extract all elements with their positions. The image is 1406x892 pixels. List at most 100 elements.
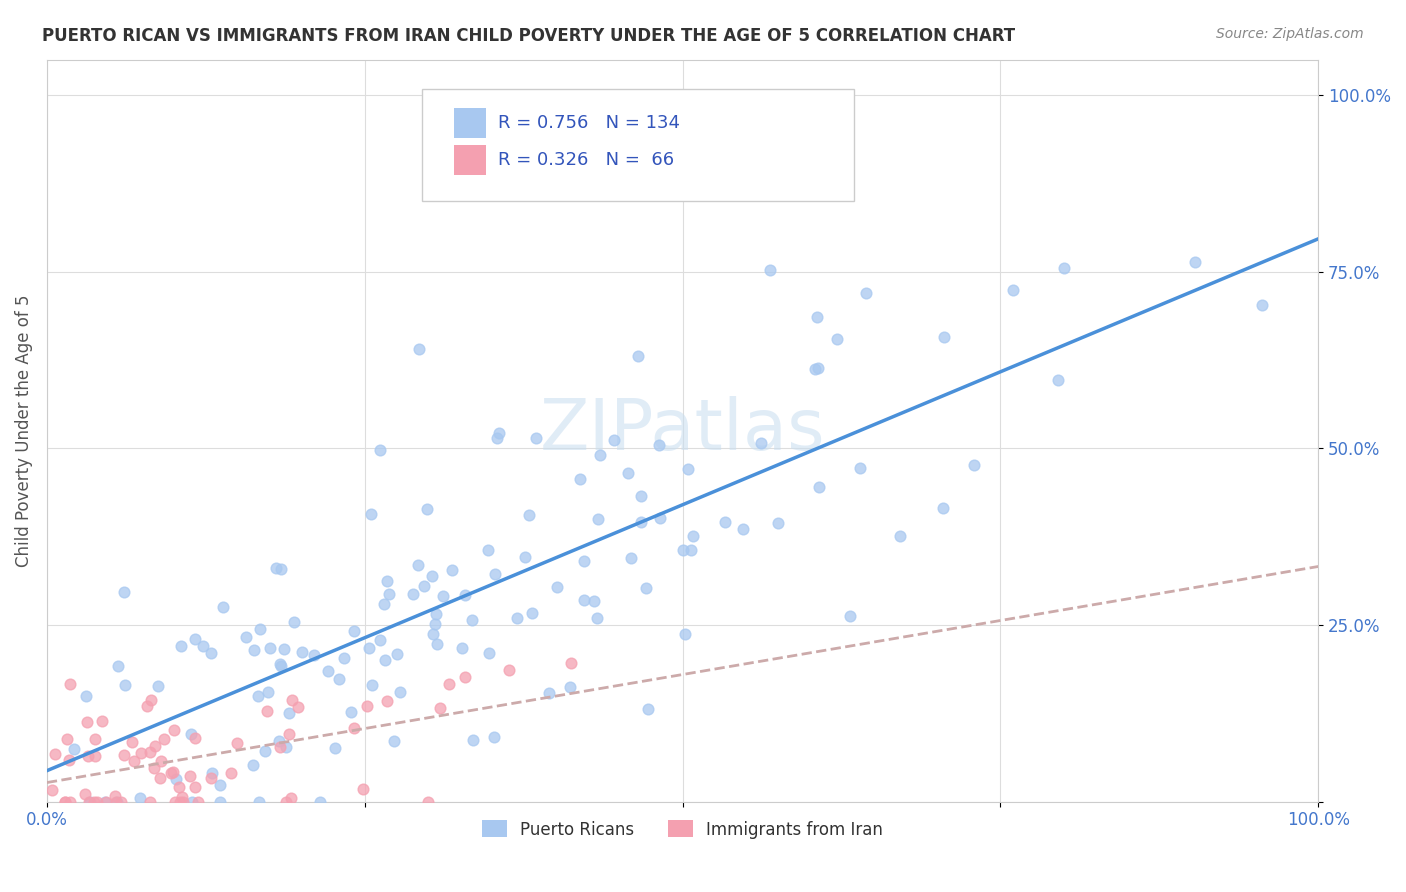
Point: [1053, 261, 1076, 276]
Point: [280, 791, 302, 805]
Point: [453, 670, 475, 684]
Point: [416, 502, 439, 516]
Point: [676, 462, 699, 476]
Point: [328, 672, 350, 686]
Point: [179, 769, 201, 783]
Point: [408, 342, 430, 356]
Point: [73, 787, 96, 801]
Y-axis label: Child Poverty Under the Age of 5: Child Poverty Under the Age of 5: [15, 294, 32, 566]
Point: [139, 746, 162, 760]
Point: [184, 731, 207, 746]
Point: [270, 562, 292, 576]
Point: [437, 677, 460, 691]
Point: [572, 554, 595, 568]
Point: [839, 609, 862, 624]
Point: [201, 766, 224, 780]
Point: [807, 480, 830, 494]
Point: [104, 795, 127, 809]
Point: [418, 795, 440, 809]
Point: [648, 511, 671, 525]
Point: [429, 700, 451, 714]
Point: [283, 615, 305, 629]
Point: [572, 593, 595, 607]
Point: [274, 739, 297, 754]
Point: [454, 588, 477, 602]
Point: [58, 753, 80, 767]
Point: [440, 563, 463, 577]
Point: [269, 657, 291, 672]
Point: [79, 795, 101, 809]
Point: [432, 589, 454, 603]
Point: [484, 730, 506, 744]
Point: [603, 433, 626, 447]
Point: [269, 733, 291, 747]
Point: [1001, 283, 1024, 297]
Point: [200, 771, 222, 785]
Point: [110, 795, 132, 809]
Point: [963, 458, 986, 472]
Point: [308, 795, 330, 809]
Point: [128, 790, 150, 805]
Point: [484, 567, 506, 582]
Point: [513, 549, 536, 564]
Point: [281, 693, 304, 707]
Point: [63, 741, 86, 756]
Point: [172, 790, 194, 805]
Point: [104, 789, 127, 803]
Point: [270, 659, 292, 673]
Point: [94, 795, 117, 809]
Point: [373, 597, 395, 611]
Point: [247, 795, 270, 809]
Point: [77, 749, 100, 764]
Point: [59, 677, 82, 691]
Point: [254, 744, 277, 758]
Point: [426, 637, 449, 651]
Point: [339, 705, 361, 719]
Point: [243, 643, 266, 657]
Point: [368, 632, 391, 647]
Point: [1046, 374, 1069, 388]
Point: [83, 795, 105, 809]
Point: [235, 630, 257, 644]
Point: [357, 641, 380, 656]
Point: [582, 594, 605, 608]
Point: [422, 627, 444, 641]
Point: [163, 723, 186, 737]
Point: [75, 689, 97, 703]
Point: [461, 613, 484, 627]
Text: R = 0.756   N = 134: R = 0.756 N = 134: [498, 113, 681, 132]
Point: [681, 543, 703, 558]
Point: [388, 685, 411, 699]
Point: [356, 699, 378, 714]
Point: [759, 263, 782, 277]
Point: [855, 285, 877, 300]
Point: [105, 795, 128, 809]
Point: [53, 795, 76, 809]
Point: [478, 646, 501, 660]
Point: [139, 693, 162, 707]
Point: [672, 543, 695, 558]
Point: [517, 508, 540, 522]
Point: [352, 781, 374, 796]
Point: [586, 512, 609, 526]
Point: [193, 640, 215, 654]
Point: [76, 714, 98, 729]
Point: [200, 646, 222, 660]
Point: [749, 436, 772, 450]
Point: [560, 656, 582, 670]
Point: [90, 714, 112, 729]
Point: [825, 333, 848, 347]
Point: [79, 795, 101, 809]
Point: [148, 679, 170, 693]
Point: [413, 579, 436, 593]
Point: [620, 550, 643, 565]
Point: [332, 650, 354, 665]
Point: [278, 706, 301, 721]
Point: [149, 771, 172, 785]
Point: [167, 780, 190, 794]
Text: PUERTO RICAN VS IMMIGRANTS FROM IRAN CHILD POVERTY UNDER THE AGE OF 5 CORRELATIO: PUERTO RICAN VS IMMIGRANTS FROM IRAN CHI…: [42, 27, 1015, 45]
Point: [360, 507, 382, 521]
Point: [212, 599, 235, 614]
Point: [343, 722, 366, 736]
Point: [129, 747, 152, 761]
